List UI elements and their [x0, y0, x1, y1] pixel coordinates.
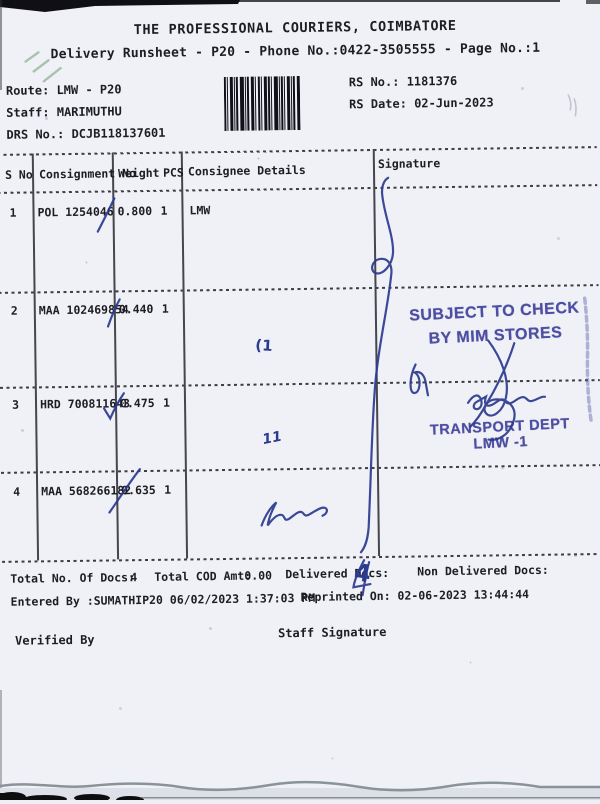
verified-by-label: Verified By [15, 632, 95, 648]
staff-value: MARIMUTHU [56, 104, 122, 120]
drs-value: DCJB118137601 [71, 125, 166, 141]
rs-no-row: RS No.: 1181376 [349, 74, 458, 89]
table-row-4-weight: 0.635 [121, 482, 156, 498]
delivered-docs-label: Delivered Docs: [285, 565, 390, 582]
table-row-2-sno: 2 [10, 303, 18, 318]
non-delivered-docs-label: Non Delivered Docs: [417, 562, 549, 579]
table-row-3-pcs: 1 [162, 395, 171, 410]
drs-label: DRS No.: [6, 127, 65, 142]
stamp-line-2: BY MIM STORES [428, 324, 563, 348]
staff-signature-label: Staff Signature [277, 624, 387, 641]
row-separator-3 [0, 464, 600, 474]
paper-speckles [0, 0, 1, 1]
drs-row: DRS No.: DCJB118137601 [6, 126, 165, 142]
rs-date-label: RS Date: [349, 96, 408, 112]
table-row-4-pcs: 1 [164, 482, 172, 497]
entered-by-line: Entered By :SUMATHIP20 06/02/2023 1:37:0… [10, 590, 316, 609]
col-header-signature: Signature [377, 156, 441, 171]
row-separator-1 [0, 284, 599, 294]
rs-no-label: RS No.: [348, 74, 400, 90]
staff-label: Staff: [6, 105, 50, 120]
total-docs-label: Total No. Of Docs: [10, 570, 136, 586]
col-header-weight: Weight [117, 165, 160, 181]
staff-row: Staff: MARIMUTHU [6, 104, 122, 120]
table-row-1-consignee: LMW [189, 203, 211, 218]
table-row-1-pcs: 1 [160, 203, 168, 218]
barcode [223, 75, 301, 131]
total-docs-value: 4 [130, 570, 138, 585]
total-cod-value: 0.00 [244, 568, 273, 583]
col-header-pcs: PCS [162, 165, 184, 180]
table-row-4-consignment: MAA 568266182 [41, 483, 132, 499]
table-row-1-sno: 1 [9, 205, 17, 220]
table-bottom-rule [2, 553, 600, 563]
page-subtitle: Delivery Runsheet - P20 - Phone No.:0422… [50, 40, 541, 63]
reprinted-on-line: Reprinted On: 02-06-2023 13:44:44 [300, 587, 530, 605]
rs-no-value: 1181376 [406, 73, 458, 89]
route-label: Route: [5, 83, 50, 98]
stamp-line-1: SUBJECT TO CHECK [408, 299, 580, 325]
table-row-2-consignment: MAA 102469854 [38, 302, 129, 318]
table-row-4-sno: 4 [13, 484, 21, 499]
col-divider-3 [180, 151, 188, 559]
route-row: Route: LMW - P20 [6, 82, 122, 98]
page-title: THE PROFESSIONAL COURIERS, COIMBATORE [133, 17, 457, 39]
table-row-1-consignment: POL 1254046 [37, 204, 114, 220]
table-row-3-weight: 0.475 [119, 395, 155, 411]
table-header-rule [0, 184, 598, 194]
col-header-sno: S No [4, 167, 33, 182]
table-row-2-weight: 0.440 [118, 301, 154, 317]
rubber-stamp: SUBJECT TO CHECK BY MIM STORES TRANSPORT… [406, 293, 588, 452]
stamp-line-3: TRANSPORT DEPT LMW -1 [429, 416, 571, 453]
delivered-docs-handwritten-value: 4 [352, 558, 374, 589]
row3-pen-mark: 11 [261, 428, 284, 449]
table-row-3-consignment: HRD 700811643 [39, 396, 131, 412]
rs-date-row: RS Date: 02-Jun-2023 [349, 95, 494, 111]
table-row-1-weight: 0.800 [117, 203, 153, 219]
col-header-consignee: Consignee Details [187, 162, 306, 179]
col-divider-4 [372, 149, 380, 556]
rs-date-value: 02-Jun-2023 [414, 95, 494, 111]
top-right-faint-scribble [567, 94, 577, 117]
table-row-2-pcs: 1 [161, 301, 169, 316]
left-edge-line-bottom [0, 690, 2, 800]
row2-pen-mark: (1 [254, 335, 274, 355]
route-value: LMW - P20 [56, 82, 122, 98]
table-row-3-sno: 3 [11, 397, 20, 412]
row4-consignee-signature [260, 501, 328, 527]
total-cod-label: Total COD Amt: [154, 568, 252, 584]
table-top-rule [0, 146, 597, 156]
